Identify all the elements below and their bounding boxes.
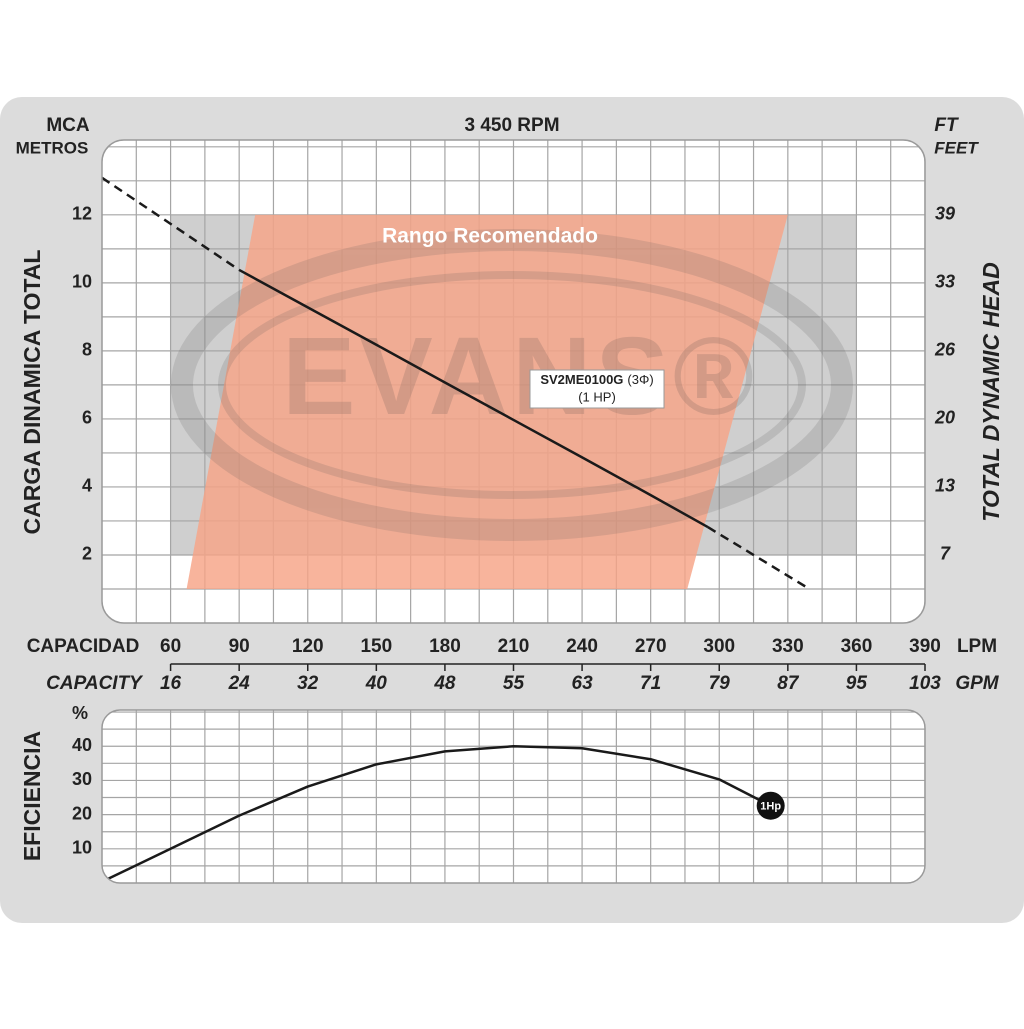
curve-power: (1 HP) <box>578 389 616 404</box>
curve-label: SV2ME0100G (3Φ) <box>540 372 653 387</box>
head-curve <box>102 176 240 271</box>
y-tick-label: 2 <box>82 544 92 564</box>
x2-tick-label: 16 <box>160 673 182 694</box>
x-tick-label: 390 <box>909 636 941 657</box>
left-unit: MCA <box>46 115 90 136</box>
x-axis-title: CAPACIDAD <box>27 636 140 657</box>
watermark-ring <box>218 271 806 499</box>
y-tick-label: 8 <box>82 340 92 360</box>
y2-tick-label: 33 <box>935 272 955 292</box>
x2-tick-label: 24 <box>228 673 251 694</box>
right-unit: FT <box>934 115 959 136</box>
x2-tick-label: 103 <box>909 673 941 694</box>
x2-axis-unit: GPM <box>955 673 999 694</box>
plot-frame <box>101 139 926 624</box>
x2-axis-title: CAPACITY <box>46 673 144 694</box>
region-label: Rango Recomendado <box>382 225 598 248</box>
y2-tick-label: 39 <box>935 204 955 224</box>
y-tick-label: 10 <box>72 838 92 858</box>
plot-frame <box>101 709 926 884</box>
y-tick-label: 12 <box>72 204 92 224</box>
y-axis-title: CARGA DINAMICA TOTAL <box>19 250 45 535</box>
left-unit: METROS <box>16 138 89 157</box>
y-tick-label: 4 <box>82 476 92 496</box>
x-tick-label: 270 <box>635 636 667 657</box>
y-axis-title: EFICIENCIA <box>19 731 45 861</box>
y2-tick-label: 7 <box>940 544 951 564</box>
x2-tick-label: 40 <box>365 673 388 694</box>
x-tick-label: 120 <box>292 636 324 657</box>
y2-tick-label: 26 <box>934 340 956 360</box>
x2-tick-label: 95 <box>846 673 868 694</box>
x-tick-label: 90 <box>229 636 250 657</box>
x-tick-label: 240 <box>566 636 598 657</box>
recommended-range <box>186 214 788 589</box>
x-tick-label: 150 <box>360 636 392 657</box>
x2-tick-label: 87 <box>777 673 800 694</box>
end-marker-label: 1Hp <box>760 801 781 813</box>
y2-axis-title: TOTAL DYNAMIC HEAD <box>978 262 1004 521</box>
chart-title: 3 450 RPM <box>464 115 559 136</box>
watermark-ring <box>171 229 853 541</box>
efficiency-curve <box>107 744 772 881</box>
x2-tick-label: 55 <box>503 673 525 694</box>
x2-tick-label: 32 <box>297 673 319 694</box>
y-tick-label: 6 <box>82 408 92 428</box>
y2-tick-label: 20 <box>934 408 955 428</box>
y-tick-label: 30 <box>72 769 92 789</box>
x2-tick-label: 79 <box>709 673 731 694</box>
x-tick-label: 360 <box>841 636 873 657</box>
y2-tick-label: 13 <box>935 476 955 496</box>
head-curve <box>707 526 807 589</box>
x2-tick-label: 63 <box>572 673 594 694</box>
x-axis-unit: LPM <box>957 636 997 657</box>
curve-label-box <box>529 369 665 409</box>
x-tick-label: 60 <box>160 636 181 657</box>
x2-tick-label: 48 <box>433 673 456 694</box>
x-tick-label: 180 <box>429 636 461 657</box>
y-unit: % <box>72 703 88 723</box>
x-tick-label: 300 <box>703 636 735 657</box>
y-tick-label: 20 <box>72 803 92 823</box>
head-curve <box>238 268 709 529</box>
curve-model: SV2ME0100G <box>540 372 623 387</box>
x-tick-label: 210 <box>498 636 530 657</box>
efficiency-plot <box>102 710 925 883</box>
x2-tick-label: 71 <box>640 673 661 694</box>
head-plot: EVANS®Rango Recomendado <box>102 140 925 623</box>
right-unit: FEET <box>934 138 979 157</box>
end-marker <box>756 791 785 820</box>
y-tick-label: 10 <box>72 272 92 292</box>
y-tick-label: 40 <box>72 735 92 755</box>
x-tick-label: 330 <box>772 636 804 657</box>
curve-phase: (3Φ) <box>627 372 653 387</box>
